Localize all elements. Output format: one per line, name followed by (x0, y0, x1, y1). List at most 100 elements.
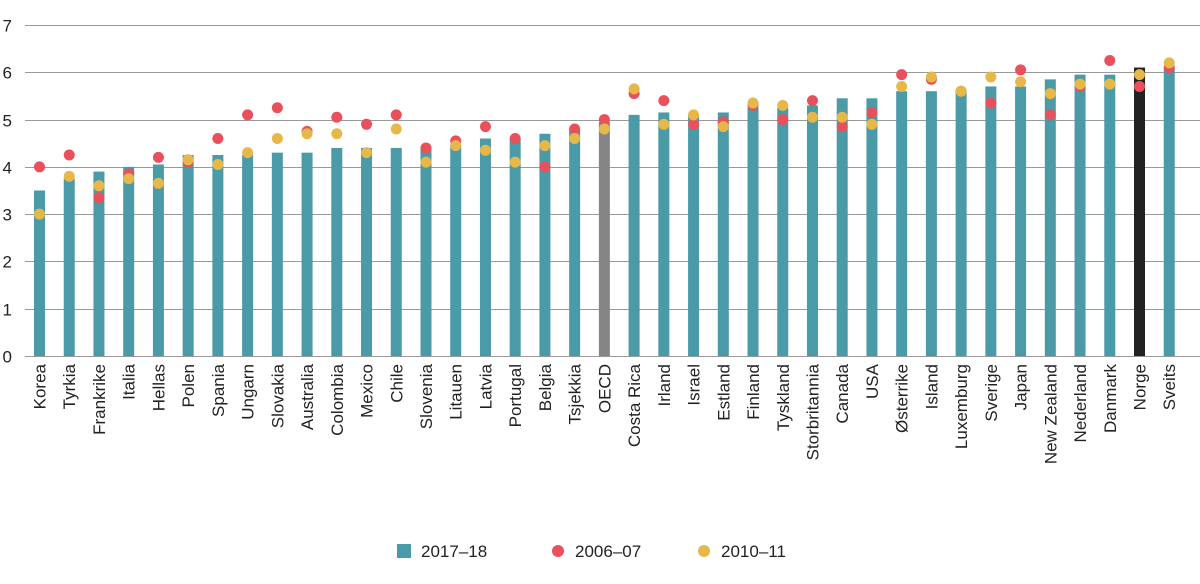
bar-tsjekkia (569, 129, 581, 356)
dot-200607-usa (866, 106, 878, 118)
dot-200607-sverige (985, 97, 997, 109)
legend-label-201011: 2010–11 (721, 542, 786, 561)
dot-201011-canada (836, 111, 848, 123)
x-tick-label-litauen: Litauen (447, 364, 466, 420)
dot-200607-hellas (152, 151, 164, 163)
bar-storbritannia (806, 105, 818, 356)
bar-colombia (331, 147, 343, 356)
bar-estland (717, 112, 729, 356)
bar-østerrike (896, 91, 908, 356)
x-tick-label-nederland: Nederland (1071, 364, 1090, 442)
bar-tyrkia (63, 178, 75, 356)
dot-200607-tyrkia (63, 149, 75, 161)
x-tick-label-ungarn: Ungarn (239, 364, 258, 420)
dot-201011-tsjekkia (569, 132, 581, 144)
bar-frankrike (93, 171, 105, 356)
x-tick-label-oecd: OECD (595, 364, 614, 413)
x-tick-label-new-zealand: New Zealand (1041, 364, 1060, 464)
dot-201011-tyrkia (63, 170, 75, 182)
x-tick-label-norge: Norge (1131, 364, 1150, 410)
dot-200607-colombia (331, 111, 343, 123)
dot-201011-danmark (1104, 78, 1116, 90)
x-tick-label-polen: Polen (179, 364, 198, 407)
dot-200607-canada (836, 121, 848, 133)
dot-200607-korea (34, 161, 45, 173)
bar-israel (688, 114, 700, 356)
bar-ungarn (242, 155, 254, 356)
y-tick-label: 5 (3, 112, 12, 131)
x-tick-label-luxemburg: Luxemburg (952, 364, 971, 449)
dot-201011-korea (34, 208, 45, 220)
bar-danmark (1104, 74, 1116, 357)
dot-200607-tyskland (777, 114, 789, 126)
dot-201011-tyskland (777, 99, 789, 111)
dot-200607-spania (212, 132, 224, 144)
dot-201011-norge (1134, 69, 1146, 81)
x-tick-label-danmark: Danmark (1101, 364, 1120, 433)
bar-sveits (1163, 67, 1175, 357)
x-tick-label-frankrike: Frankrike (90, 364, 109, 435)
dot-201011-island (925, 71, 937, 83)
dot-201011-australia (301, 128, 313, 140)
x-tick-label-sveits: Sveits (1160, 364, 1179, 410)
x-tick-label-slovakia: Slovakia (268, 363, 287, 428)
dot-201011-hellas (152, 177, 164, 189)
dot-200607-frankrike (93, 192, 105, 204)
x-tick-label-usa: USA (863, 363, 882, 399)
dot-201011-frankrike (93, 180, 105, 192)
dot-201011-luxemburg (955, 85, 967, 97)
x-tick-label-irland: Irland (655, 364, 674, 407)
dot-200607-norge (1134, 80, 1146, 92)
dot-201011-irland (658, 118, 670, 130)
x-tick-label-italia: Italia (120, 363, 139, 399)
x-tick-label-storbritannia: Storbritannia (803, 363, 822, 460)
dot-200607-new-zealand (1044, 109, 1056, 121)
dot-200607-israel (688, 118, 700, 130)
dot-200607-oecd (598, 114, 610, 126)
dot-201011-mexico (361, 147, 373, 159)
dot-201011-italia (123, 173, 135, 185)
x-tick-label-spania: Spania (209, 363, 228, 416)
bar-australia (301, 152, 313, 356)
bar-polen (182, 155, 194, 356)
bar-finland (747, 107, 759, 356)
bar-korea (34, 190, 45, 356)
bar-portugal (509, 138, 521, 356)
dot-200607-slovenia (420, 142, 432, 154)
x-tick-label-costa-rica: Costa Rica (625, 363, 644, 447)
dot-200607-belgia (539, 161, 551, 173)
dot-201011-portugal (509, 156, 521, 168)
x-tick-label-tsjekkia: Tsjekkia (566, 363, 585, 424)
y-tick-label: 7 (3, 17, 12, 36)
dot-200607-storbritannia (806, 95, 818, 107)
dot-201011-storbritannia (806, 111, 818, 123)
dot-200607-latvia (479, 121, 491, 133)
x-tick-label-israel: Israel (685, 364, 704, 406)
dot-200607-tsjekkia (569, 123, 581, 135)
dot-201011-oecd (598, 123, 610, 135)
dot-200607-slovakia (271, 102, 283, 114)
bar-belgia (539, 133, 551, 356)
dot-201011-østerrike (896, 80, 908, 92)
dot-200607-chile (390, 109, 402, 121)
dot-200607-irland (658, 95, 670, 107)
x-tick-label-colombia: Colombia (328, 363, 347, 435)
dot-200607-japan (1015, 64, 1027, 76)
bar-island (925, 91, 937, 356)
x-tick-label-tyrkia: Tyrkia (60, 363, 79, 409)
y-tick-label: 0 (3, 348, 12, 367)
x-tick-label-sverige: Sverige (982, 364, 1001, 422)
x-tick-label-island: Island (922, 364, 941, 409)
bar-hellas (152, 164, 164, 356)
dot-200607-østerrike (896, 69, 908, 81)
x-tick-label-hellas: Hellas (149, 364, 168, 411)
x-tick-label-portugal: Portugal (506, 364, 525, 427)
dot-201011-japan (1015, 76, 1027, 88)
dot-201011-nederland (1074, 78, 1086, 90)
x-tick-label-mexico: Mexico (358, 364, 377, 418)
bar-irland (658, 112, 670, 356)
dot-201011-israel (688, 109, 700, 121)
dot-200607-ungarn (242, 109, 254, 121)
